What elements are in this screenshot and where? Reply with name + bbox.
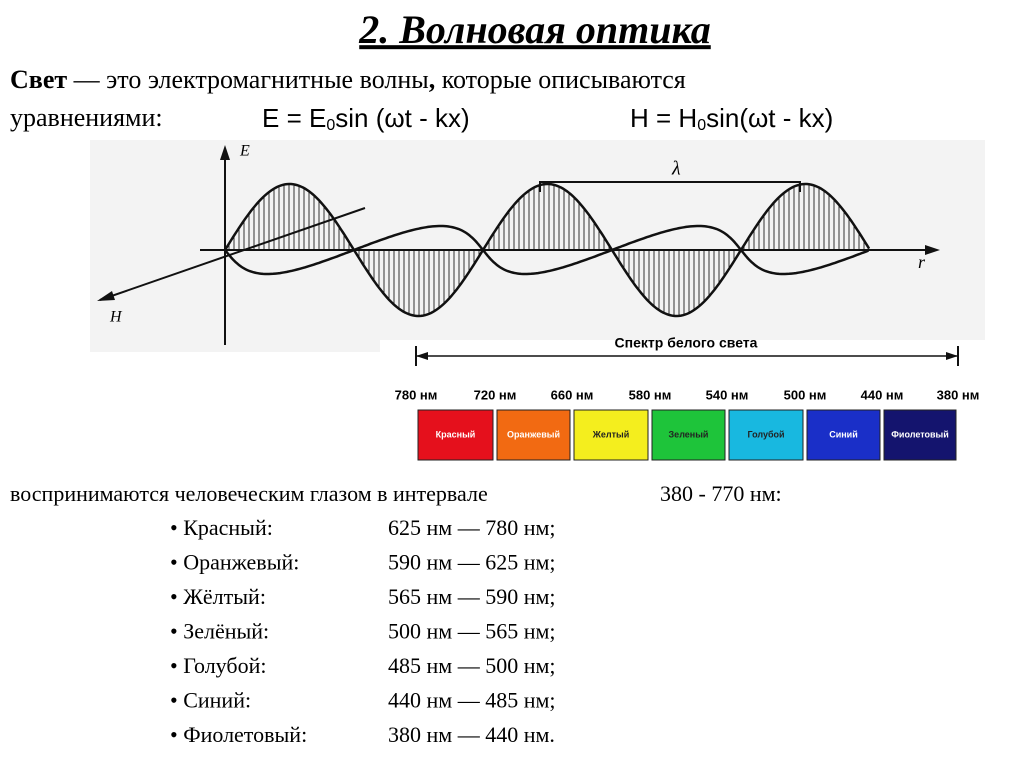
spectrum-tick: 380 нм	[937, 387, 980, 402]
arrow	[97, 291, 115, 301]
color-range: 380 нм — 440 нм.	[388, 722, 555, 747]
e-label: E	[239, 143, 250, 160]
perception-range: 380 - 770 нм:	[660, 481, 782, 506]
h-label: H	[109, 309, 123, 326]
h-wave	[224, 224, 869, 276]
spectrum-band	[573, 409, 649, 461]
intro-segment: ,	[429, 65, 436, 94]
band-label: Синий	[829, 429, 858, 439]
spectrum-title: Спектр белого света	[615, 335, 758, 351]
color-range: 625 нм — 780 нм;	[388, 515, 556, 540]
spectrum-band	[806, 409, 881, 461]
band-label: Голубой	[747, 429, 784, 439]
spectrum-tick: 580 нм	[629, 387, 672, 402]
spectrum: Спектр белого света 780 нм 720 нм 660 нм 580…	[395, 335, 980, 461]
spectrum-tick: 440 нм	[861, 387, 904, 402]
color-name: • Фиолетовый:	[170, 722, 307, 747]
band-label: Оранжевый	[507, 429, 560, 439]
color-name: • Оранжевый:	[170, 550, 299, 575]
band-label: Желтый	[592, 429, 629, 439]
intro-line: уравнениями:	[10, 103, 163, 132]
lambda-label: λ	[671, 158, 681, 180]
h-axis	[99, 207, 366, 301]
arrow	[946, 352, 958, 360]
spectrum-band	[883, 409, 957, 461]
equation-sub: 0	[326, 117, 335, 134]
r-label: r	[918, 252, 926, 272]
color-name: • Жёлтый:	[170, 584, 266, 609]
spectrum-band	[728, 409, 804, 461]
equation: H = H0sin(ωt - kx)	[630, 103, 833, 134]
spectrum-tick: 500 нм	[784, 387, 827, 402]
color-name: • Голубой:	[170, 653, 266, 678]
intro-segment: — это электромагнитные волны	[67, 65, 429, 94]
perception-text: воспринимаются человеческим глазом в инт…	[10, 481, 488, 506]
color-name: • Синий:	[170, 688, 251, 713]
title: 2. Волновая оптика	[358, 7, 711, 52]
spectrum-band	[651, 409, 726, 461]
spectrum-tick: 540 нм	[706, 387, 749, 402]
spectrum-band	[417, 409, 494, 461]
spectrum-tick: 660 нм	[551, 387, 594, 402]
diagram-bg	[90, 140, 380, 352]
color-range: 485 нм — 500 нм;	[388, 653, 556, 678]
band-label: Зеленый	[669, 429, 709, 439]
color-name: • Зелёный:	[170, 619, 269, 644]
equation-rhs: sin (ωt - kx)	[335, 103, 469, 133]
color-range: 500 нм — 565 нм;	[388, 619, 556, 644]
equation-sub: 0	[697, 117, 706, 134]
e-wave	[223, 182, 871, 318]
wavelength-bracket	[539, 181, 801, 192]
intro-segment: которые описываются	[435, 65, 686, 94]
arrow	[416, 352, 428, 360]
color-list: • Красный: 625 нм — 780 нм; • Оранжевый: 59…	[170, 515, 556, 747]
spectrum-tick: 720 нм	[474, 387, 517, 402]
band-label: Красный	[436, 429, 476, 439]
arrow	[220, 145, 230, 160]
color-range: 590 нм — 625 нм;	[388, 550, 556, 575]
equation-lhs: E = E	[262, 103, 326, 133]
equation-lhs: H = H	[630, 103, 697, 133]
arrow	[925, 245, 940, 255]
intro-line: Свет — это электромагнитные волны, котор…	[10, 65, 686, 94]
wave-diagram: E Hr λ	[97, 143, 940, 345]
spectrum-band	[496, 409, 571, 461]
color-range: 565 нм — 590 нм;	[388, 584, 556, 609]
equation-rhs: sin(ωt - kx)	[706, 103, 833, 133]
equations: E = E0sin (ωt - kx) H = H0sin(ωt - kx)	[262, 103, 833, 134]
color-range: 440 нм — 485 нм;	[388, 688, 556, 713]
color-name: • Красный:	[170, 515, 273, 540]
band-label: Фиолетовый	[891, 429, 949, 439]
intro-segment: Свет	[10, 65, 67, 94]
equation: E = E0sin (ωt - kx)	[262, 103, 470, 134]
spectrum-tick: 780 нм	[395, 387, 438, 402]
